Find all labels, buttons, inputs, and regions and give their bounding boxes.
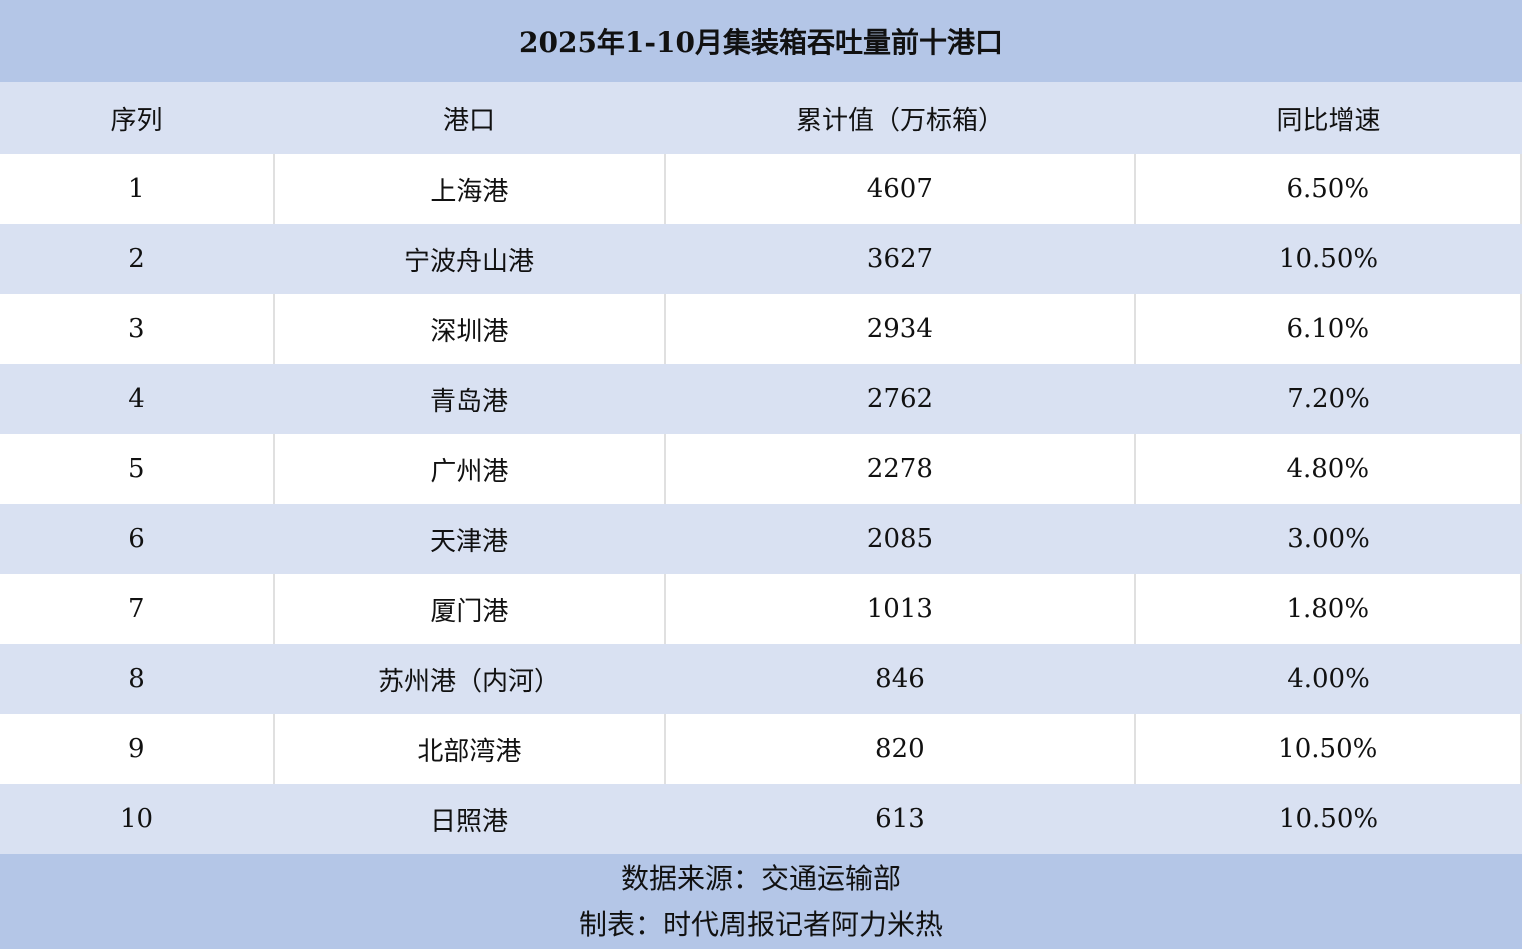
header-row: 序列 港口 累计值（万标箱） 同比增速 xyxy=(0,82,1522,154)
table-cell: 820 xyxy=(664,714,1133,784)
table-cell: 1.80% xyxy=(1133,574,1520,644)
table-cell: 2278 xyxy=(664,434,1133,504)
source-note: 数据来源：交通运输部 xyxy=(620,861,901,895)
table-row: 8 苏州港（内河） 846 4.00% xyxy=(0,644,1522,714)
table-cell: 3 xyxy=(128,314,145,344)
column-header: 序列 xyxy=(110,105,163,136)
table-cell: 6.10% xyxy=(1133,294,1520,364)
table-cell: 广州港 xyxy=(272,434,664,504)
table-cell: 6.50% xyxy=(1133,154,1520,224)
table-cell: 2085 xyxy=(866,524,934,554)
table-cell: 8 xyxy=(128,664,145,694)
table-row: 4 青岛港 2762 7.20% xyxy=(0,364,1522,434)
table-row: 2 宁波舟山港 3627 10.50% xyxy=(0,224,1522,294)
table-cell: 北部湾港 xyxy=(272,714,664,784)
table-cell: 1013 xyxy=(664,574,1133,644)
table-cell: 10.50% xyxy=(1278,244,1379,274)
table-cell: 7.20% xyxy=(1287,384,1370,414)
table-cell: 846 xyxy=(875,664,925,694)
table-row: 5 广州港 2278 4.80% xyxy=(0,434,1522,504)
table-cell: 2934 xyxy=(664,294,1133,364)
table-cell: 9 xyxy=(128,734,145,764)
table-cell: 10 xyxy=(119,804,154,834)
table-cell: 7 xyxy=(128,594,145,624)
table-row: 1 上海港 4607 6.50% xyxy=(0,154,1522,224)
table-row: 3 深圳港 2934 6.10% xyxy=(0,294,1522,364)
table-cell: 6 xyxy=(128,524,145,554)
table-title: 2025年1-10月集装箱吞吐量前十港口 xyxy=(0,0,1522,82)
table-cell: 天津港 xyxy=(429,526,508,557)
table-cell: 苏州港（内河） xyxy=(377,666,560,697)
table-cell: 3627 xyxy=(866,244,934,274)
table-cell: 4.80% xyxy=(1133,434,1520,504)
table-cell: 10.50% xyxy=(1278,804,1379,834)
table-cell: 5 xyxy=(128,454,145,484)
table-cell: 宁波舟山港 xyxy=(403,246,534,277)
column-header: 累计值（万标箱） xyxy=(795,105,1004,136)
table-cell: 青岛港 xyxy=(429,386,508,417)
table-cell: 4.00% xyxy=(1287,664,1370,694)
table-cell: 1 xyxy=(128,174,145,204)
table-cell: 2762 xyxy=(866,384,934,414)
table-row: 6 天津港 2085 3.00% xyxy=(0,504,1522,574)
table-cell: 3.00% xyxy=(1287,524,1370,554)
table-row: 10 日照港 613 10.50% xyxy=(0,784,1522,854)
table-cell: 厦门港 xyxy=(272,574,664,644)
column-header: 港口 xyxy=(442,105,495,136)
table-cell: 日照港 xyxy=(429,806,508,837)
table-cell: 深圳港 xyxy=(272,294,664,364)
credit-note: 制表：时代周报记者阿力米热 xyxy=(578,907,943,941)
table-cell: 4 xyxy=(128,384,145,414)
table-cell: 4607 xyxy=(664,154,1133,224)
table-row: 7 厦门港 1013 1.80% xyxy=(0,574,1522,644)
column-header: 同比增速 xyxy=(1276,105,1381,136)
footer: 数据来源：交通运输部 制表：时代周报记者阿力米热 xyxy=(0,854,1522,949)
table-row: 9 北部湾港 820 10.50% xyxy=(0,714,1522,784)
table-cell: 10.50% xyxy=(1133,714,1520,784)
table-cell: 613 xyxy=(875,804,925,834)
table-cell: 2 xyxy=(128,244,145,274)
table-cell: 上海港 xyxy=(272,154,664,224)
